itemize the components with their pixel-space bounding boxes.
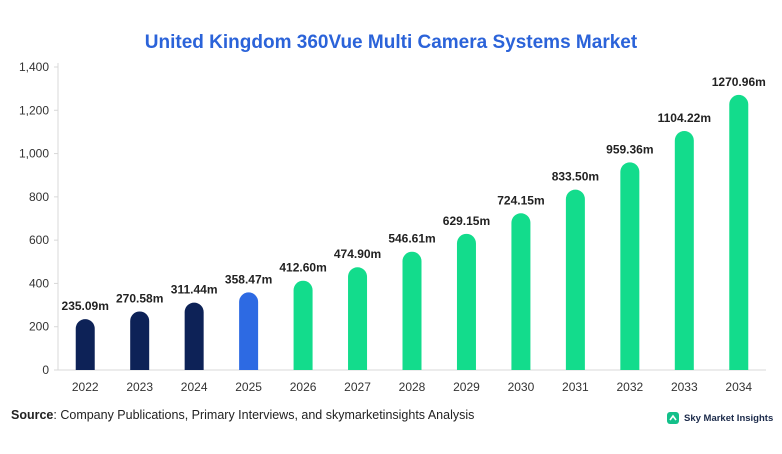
data-label-2033: 1104.22m — [658, 111, 711, 125]
x-tick-label-2032: 2032 — [616, 380, 643, 394]
y-tick-label: 800 — [29, 190, 49, 204]
x-tick-label-2026: 2026 — [290, 380, 317, 394]
data-label-2023: 270.58m — [116, 291, 163, 305]
logo-text: Sky Market Insights — [684, 412, 774, 424]
x-tick-label-2022: 2022 — [72, 380, 99, 394]
sky-market-insights-logo-icon — [667, 412, 679, 424]
bar-2031 — [565, 189, 585, 370]
source-label: Source — [11, 408, 54, 422]
source-note: Source: Company Publications, Primary In… — [11, 408, 474, 422]
data-label-2025: 358.47m — [225, 272, 272, 286]
y-tick-label: 600 — [29, 233, 49, 247]
brand-logo: Sky Market Insights — [666, 411, 773, 425]
x-tick-label-2027: 2027 — [344, 380, 371, 394]
bar-2029 — [456, 233, 476, 370]
x-tick-label-2025: 2025 — [235, 380, 262, 394]
data-label-2030: 724.15m — [497, 193, 544, 207]
y-tick-label: 400 — [29, 276, 49, 290]
y-tick-label: 1,400 — [19, 60, 49, 74]
y-tick-label: 200 — [29, 320, 49, 334]
bar-2032 — [620, 162, 640, 370]
bar-2027 — [348, 267, 368, 370]
x-tick-label-2028: 2028 — [399, 380, 426, 394]
bar-2030 — [511, 213, 531, 370]
x-tick-label-2031: 2031 — [562, 380, 589, 394]
y-tick-label: 1,000 — [19, 147, 49, 161]
data-label-2027: 474.90m — [334, 247, 381, 261]
source-text: : Company Publications, Primary Intervie… — [53, 408, 475, 422]
data-label-2031: 833.50m — [552, 170, 599, 184]
bar-2028 — [402, 251, 422, 370]
y-tick-label: 0 — [42, 363, 49, 377]
x-tick-label-2029: 2029 — [453, 380, 480, 394]
bar-2025 — [239, 292, 259, 370]
x-tick-label-2034: 2034 — [725, 380, 752, 394]
data-label-2029: 629.15m — [443, 214, 490, 228]
bar-2034 — [729, 94, 749, 370]
bar-2033 — [674, 131, 694, 370]
data-label-2028: 546.61m — [388, 232, 435, 246]
x-tick-label-2023: 2023 — [126, 380, 153, 394]
data-label-2022: 235.09m — [62, 299, 109, 313]
bar-2023 — [130, 311, 150, 370]
x-tick-label-2033: 2033 — [671, 380, 698, 394]
x-tick-label-2024: 2024 — [181, 380, 208, 394]
y-tick-label: 1,200 — [19, 103, 49, 117]
chart-title: United Kingdom 360Vue Multi Camera Syste… — [144, 32, 638, 53]
data-label-2026: 412.60m — [279, 261, 326, 275]
bar-2022 — [75, 319, 95, 370]
bar-2026 — [293, 280, 313, 370]
data-label-2034: 1270.96m — [712, 75, 766, 89]
data-label-2032: 959.36m — [606, 142, 653, 156]
bar-2024 — [184, 302, 204, 370]
data-label-2024: 311.44m — [171, 283, 218, 297]
x-tick-label-2030: 2030 — [508, 380, 535, 394]
